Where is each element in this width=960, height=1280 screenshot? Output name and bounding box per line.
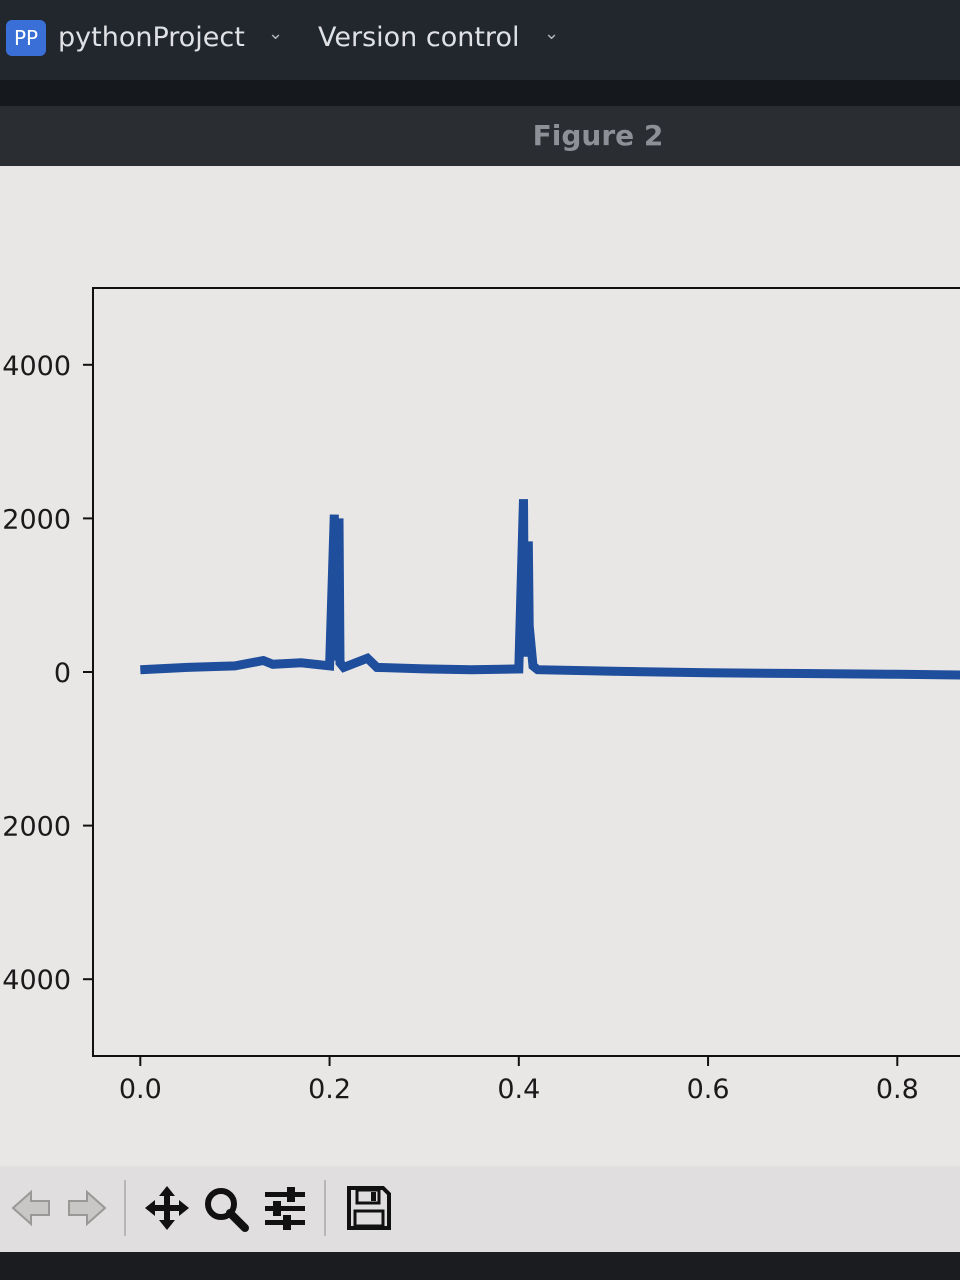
y-tick-label: 2000 (2, 504, 71, 535)
arrow-left-icon (11, 1189, 50, 1227)
plot-area: 4000 2000 0 2000 4000 0.0 0.2 0.4 0.6 0.8 (2, 287, 960, 1105)
arrow-right-icon (68, 1189, 107, 1227)
sliders-icon (265, 1187, 305, 1230)
save-button[interactable] (344, 1180, 394, 1236)
pan-button[interactable] (142, 1180, 192, 1236)
window-gap (0, 80, 960, 106)
version-control-dropdown[interactable]: Version control (318, 22, 520, 53)
project-badge[interactable]: PP (6, 20, 46, 56)
back-button[interactable] (6, 1180, 56, 1236)
forward-button[interactable] (62, 1180, 112, 1236)
figure-toolbar (0, 1166, 960, 1252)
chevron-down-icon[interactable]: ⌄ (268, 23, 284, 44)
zoom-button[interactable] (200, 1180, 250, 1236)
series-line (140, 499, 960, 680)
y-tick-label: 4000 (2, 351, 71, 382)
x-tick-label: 0.2 (308, 1074, 351, 1105)
y-tick-label: 0 (54, 658, 71, 689)
toolbar-separator (324, 1180, 326, 1236)
toolbar-separator (124, 1180, 126, 1236)
x-tick-label: 0.6 (687, 1074, 730, 1105)
figure-canvas: 4000 2000 0 2000 4000 0.0 0.2 0.4 0.6 0.8 (0, 166, 960, 1166)
x-tick-label: 0.4 (497, 1074, 540, 1105)
x-tick-label: 0.0 (119, 1074, 162, 1105)
floppy-disk-icon (347, 1186, 391, 1230)
x-tick-label: 0.8 (876, 1074, 919, 1105)
y-tick-label: 2000 (2, 812, 71, 843)
figure-title-bar: Figure 2 (0, 106, 960, 166)
magnifier-icon (205, 1188, 249, 1232)
y-tick-label: 4000 (2, 965, 71, 996)
x-axis-ticks: 0.0 0.2 0.4 0.6 0.8 (119, 1056, 919, 1105)
y-axis-ticks: 4000 2000 0 2000 4000 (2, 351, 93, 996)
configure-subplots-button[interactable] (260, 1180, 310, 1236)
project-name-dropdown[interactable]: pythonProject (58, 22, 245, 53)
pan-arrows-icon (145, 1186, 189, 1230)
bottom-strip (0, 1252, 960, 1280)
chevron-down-icon[interactable]: ⌄ (544, 23, 560, 44)
figure-title: Figure 2 (532, 119, 664, 152)
series-group (140, 499, 960, 680)
ide-top-bar: PP pythonProject ⌄ Version control ⌄ (0, 0, 960, 80)
